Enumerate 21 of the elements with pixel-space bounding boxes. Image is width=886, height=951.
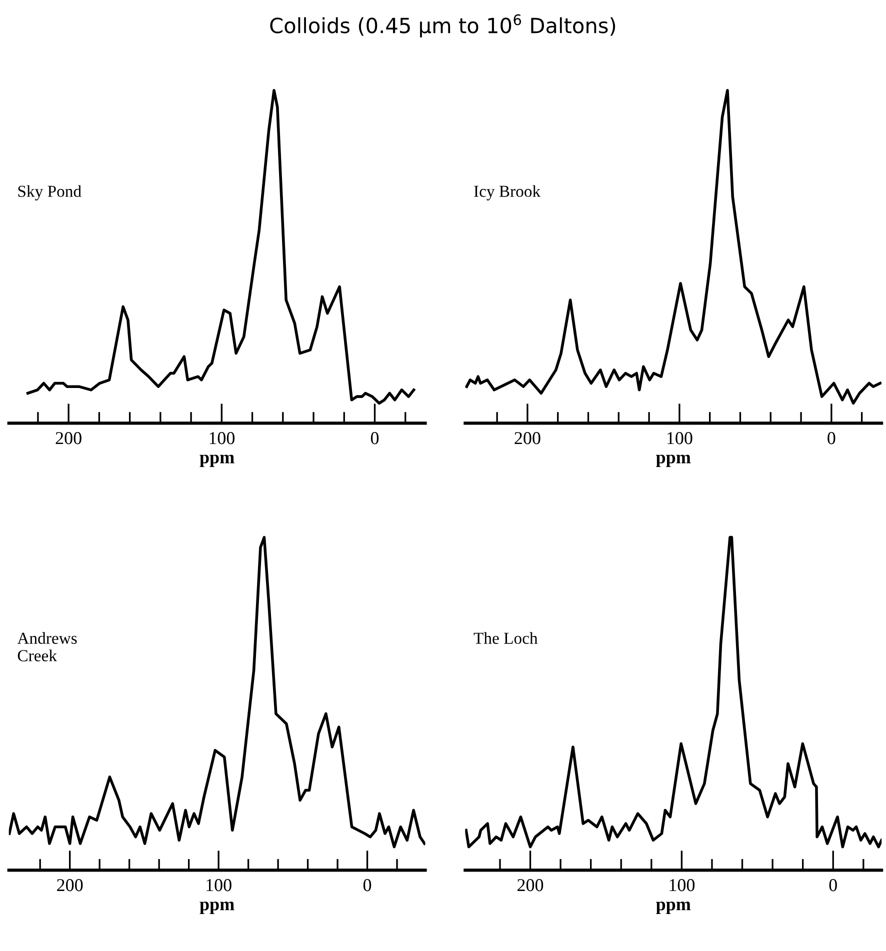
x-tick-label: 0 xyxy=(828,432,836,444)
annotation: Icy Brook xyxy=(474,185,541,200)
x-axis-title: ppm xyxy=(200,454,234,468)
x-axis-title: ppm xyxy=(200,902,234,914)
chart-title: Colloids (0.45 μm to 10$^{6}$ Daltons) xyxy=(270,14,616,38)
x-tick-label: 0 xyxy=(363,879,372,892)
annotation: Andrews Creek xyxy=(17,632,77,662)
x-tick-label: 100 xyxy=(670,879,695,892)
x-tick-label: 100 xyxy=(667,432,692,444)
x-axis-title: ppm xyxy=(656,902,691,914)
x-tick-label: 200 xyxy=(518,879,544,892)
annotation: The Loch xyxy=(474,632,538,644)
x-tick-label: 100 xyxy=(210,432,235,444)
x-axis-title: ppm xyxy=(656,454,691,468)
x-tick-label: 100 xyxy=(206,879,232,892)
x-tick-label: 200 xyxy=(57,879,83,892)
x-tick-label: 200 xyxy=(56,432,82,444)
x-tick-label: 200 xyxy=(514,432,540,444)
x-tick-label: 0 xyxy=(829,879,837,892)
annotation: Sky Pond xyxy=(18,185,82,200)
x-tick-label: 0 xyxy=(370,432,379,444)
